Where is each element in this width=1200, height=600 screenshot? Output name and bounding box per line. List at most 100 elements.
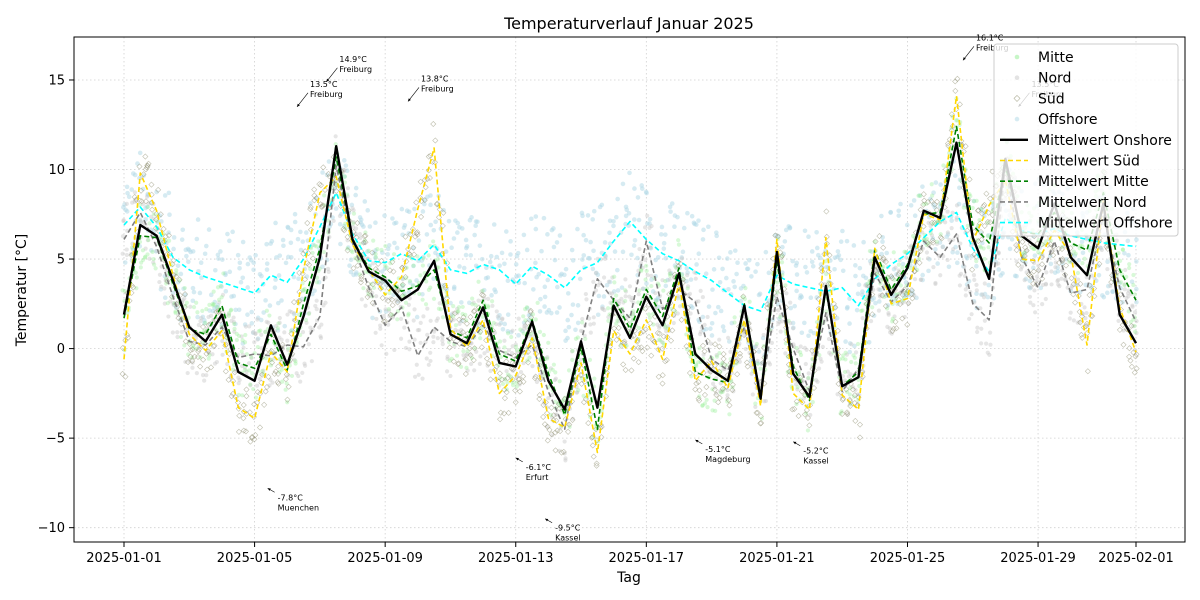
scatter-point-sued [145, 160, 152, 167]
scatter-point-mitte [139, 260, 144, 265]
scatter-point-offshore [357, 215, 363, 220]
scatter-point-offshore [627, 170, 632, 176]
scatter-point-offshore [884, 250, 890, 256]
scatter-point-nord [603, 256, 608, 262]
scatter-point-offshore [552, 257, 558, 263]
scatter-point-nord [645, 213, 650, 218]
scatter-point-nord [474, 349, 479, 354]
scatter-point-sued [158, 247, 165, 254]
scatter-point-sued [621, 338, 628, 345]
scatter-point-nord [931, 265, 936, 270]
scatter-point-offshore [940, 244, 946, 250]
scatter-point-nord [718, 381, 723, 386]
scatter-point-offshore [928, 196, 933, 202]
scatter-point-sued [844, 409, 851, 416]
scatter-point-mitte [147, 221, 152, 226]
scatter-point-offshore [700, 314, 706, 320]
scatter-point-offshore [251, 267, 256, 273]
scatter-point-offshore [400, 283, 405, 289]
scatter-point-offshore [684, 278, 689, 284]
scatter-point-nord [750, 392, 755, 397]
scatter-point-sued [757, 420, 764, 427]
scatter-point-sued [558, 449, 565, 456]
scatter-point-sued [307, 204, 314, 211]
scatter-point-sued [306, 261, 313, 268]
scatter-point-offshore [783, 227, 789, 233]
scatter-point-nord [912, 277, 918, 282]
legend-label: Offshore [1038, 112, 1097, 128]
scatter-point-mitte [885, 306, 890, 311]
x-tick-label: 2025-02-01 [1098, 551, 1174, 566]
scatter-point-nord [657, 323, 662, 329]
scatter-point-offshore [667, 204, 673, 210]
annotation-place: Freiburg [310, 90, 343, 99]
scatter-point-mitte [867, 248, 872, 254]
scatter-point-offshore [1009, 237, 1015, 242]
scatter-point-sued [379, 294, 386, 302]
scatter-point-nord [954, 217, 959, 222]
annotation-place: Magdeburg [705, 455, 750, 464]
scatter-point-mitte [961, 205, 966, 210]
scatter-point-offshore [720, 324, 726, 329]
scatter-point-sued [716, 394, 723, 401]
scatter-point-offshore [879, 213, 884, 219]
scatter-point-sued [236, 412, 243, 419]
scatter-point-mitte [133, 270, 138, 275]
scatter-point-sued [450, 358, 457, 365]
scatter-point-nord [696, 299, 701, 304]
scatter-point-sued [390, 268, 397, 275]
scatter-point-offshore [273, 277, 278, 282]
scatter-point-offshore [218, 249, 223, 254]
scatter-point-sued [191, 339, 198, 346]
scatter-point-nord [1134, 331, 1139, 336]
scatter-point-nord [420, 376, 425, 381]
scatter-point-offshore [946, 264, 952, 270]
scatter-point-mitte [138, 265, 143, 270]
scatter-point-sued [743, 359, 750, 366]
scatter-point-mitte [406, 313, 411, 318]
scatter-point-mitte [301, 288, 306, 293]
scatter-point-offshore [857, 265, 863, 271]
scatter-point-mitte [714, 354, 720, 359]
scatter-point-sued [389, 258, 396, 265]
scatter-point-offshore [464, 244, 470, 249]
scatter-point-nord [168, 299, 173, 304]
scatter-point-mitte [700, 403, 705, 408]
scatter-point-offshore [607, 279, 613, 285]
scatter-point-nord [1125, 291, 1131, 296]
scatter-point-offshore [957, 177, 963, 183]
scatter-point-offshore [590, 217, 595, 222]
scatter-point-nord [358, 235, 363, 241]
scatter-point-nord [868, 261, 873, 266]
scatter-point-sued [897, 301, 904, 308]
scatter-point-sued [1127, 357, 1134, 364]
scatter-point-nord [232, 329, 237, 334]
scatter-point-nord [314, 298, 319, 303]
scatter-point-offshore [521, 232, 527, 238]
scatter-point-mitte [842, 369, 848, 375]
scatter-point-mitte [150, 249, 155, 255]
scatter-point-sued [1039, 275, 1046, 282]
scatter-point-nord [468, 361, 474, 367]
scatter-point-nord [494, 322, 499, 327]
scatter-point-offshore [806, 333, 811, 339]
scatter-point-sued [1013, 247, 1020, 254]
scatter-point-offshore [573, 327, 578, 333]
scatter-point-sued [520, 378, 527, 385]
scatter-point-sued [471, 307, 478, 314]
scatter-point-sued [917, 248, 924, 255]
scatter-point-nord [199, 316, 204, 321]
scatter-point-sued [187, 353, 194, 360]
scatter-point-offshore [877, 299, 882, 304]
scatter-point-offshore [844, 306, 850, 311]
scatter-point-sued [798, 388, 805, 395]
scatter-point-sued [1021, 252, 1028, 260]
scatter-point-sued [949, 122, 956, 130]
annotation-place: Freiburg [421, 84, 454, 93]
scatter-point-mitte [1127, 265, 1132, 271]
scatter-point-offshore [880, 234, 885, 240]
scatter-point-nord [623, 277, 628, 282]
scatter-point-nord [985, 350, 990, 355]
scatter-point-sued [1132, 353, 1139, 360]
scatter-point-offshore [267, 303, 273, 308]
